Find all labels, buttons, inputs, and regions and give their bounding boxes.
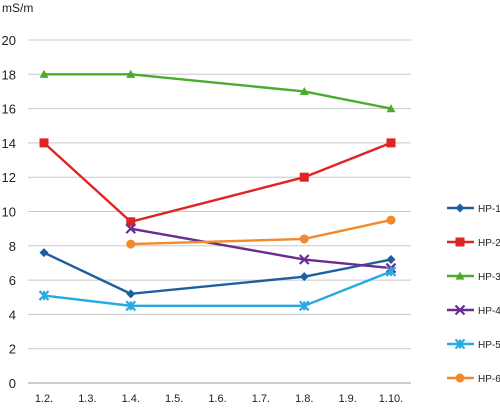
data-point-hp-1: [126, 289, 136, 299]
data-point-hp-6: [299, 234, 309, 244]
series-line-hp-6: [130, 218, 392, 246]
marker-stroke: [125, 223, 137, 234]
legend-marker: [455, 271, 465, 280]
series-group: [38, 69, 397, 312]
data-point-hp-6: [386, 215, 396, 225]
x-axis-ticks: 1.2. 1.3. 1.4. 1.5. 1.6. 1.7. 1.8. 1.9. 1.10.: [35, 393, 403, 405]
data-point-hp-3: [386, 104, 396, 113]
y-axis-unit-label: mS/m: [2, 1, 33, 15]
series-line-hp-1: [43, 251, 392, 296]
x-tick-label: 1.7.: [252, 393, 270, 405]
series-hp-6: [126, 215, 396, 249]
legend-marker: [454, 304, 466, 316]
x-tick-label: 1.6.: [208, 393, 226, 405]
series-line-hp-2: [43, 141, 392, 224]
series-hp-3: [39, 69, 396, 113]
x-tick-label: 1.10.: [379, 393, 403, 405]
legend-marker: [454, 338, 466, 350]
gridlines: [28, 39, 411, 384]
y-tick-label: 2: [9, 342, 16, 357]
legend-marker: [455, 203, 465, 213]
legend-item-hp-6: HP-6: [447, 373, 500, 385]
x-tick-label: 1.8.: [295, 393, 313, 405]
legend-marker: [455, 373, 465, 383]
y-axis-ticks: 0 2 4 6 8 10 12 14 16 18 20: [2, 33, 16, 391]
legend-item-hp-2: HP-2: [447, 237, 500, 249]
marker-stroke: [298, 254, 310, 265]
legend: HP-1 HP-2 HP-3 HP-4 HP-5 HP-6: [447, 203, 500, 385]
legend-item-hp-5: HP-5: [447, 338, 500, 351]
series-hp-2: [39, 138, 396, 227]
data-point-hp-5: [385, 266, 397, 277]
data-point-hp-3: [39, 69, 49, 78]
data-point-hp-6: [126, 239, 136, 249]
legend-item-hp-4: HP-4: [447, 304, 500, 317]
x-tick-label: 1.2.: [35, 393, 53, 405]
legend-label: HP-1: [478, 204, 500, 215]
y-tick-label: 10: [2, 205, 16, 220]
y-tick-label: 12: [2, 170, 16, 185]
data-point-hp-1: [299, 272, 309, 282]
legend-label: HP-4: [478, 306, 500, 317]
legend-item-hp-3: HP-3: [447, 271, 500, 283]
x-tick-label: 1.3.: [78, 393, 96, 405]
x-tick-label: 1.5.: [165, 393, 183, 405]
data-point-hp-2: [39, 138, 49, 148]
data-point-hp-5: [125, 300, 137, 312]
legend-item-hp-1: HP-1: [447, 203, 500, 215]
data-point-hp-2: [299, 172, 309, 182]
y-tick-label: 18: [2, 67, 16, 82]
series-line-hp-3: [44, 73, 392, 110]
legend-label: HP-5: [478, 340, 500, 351]
marker-stroke: [454, 304, 466, 316]
series-line-hp-5: [43, 270, 392, 308]
y-tick-label: 16: [2, 102, 16, 117]
data-point-hp-4: [125, 223, 137, 234]
legend-marker: [455, 237, 465, 247]
data-point-hp-2: [386, 138, 396, 148]
data-point-hp-1: [386, 255, 396, 265]
data-point-hp-4: [298, 254, 310, 265]
x-tick-label: 1.4.: [122, 393, 140, 405]
series-hp-1: [39, 248, 396, 299]
data-point-hp-3: [126, 69, 136, 78]
data-point-hp-5: [38, 290, 50, 301]
x-tick-label: 1.9.: [338, 393, 356, 405]
y-tick-label: 8: [9, 239, 16, 254]
legend-label: HP-3: [478, 272, 500, 283]
series-line-hp-4: [130, 227, 392, 270]
legend-label: HP-2: [478, 238, 500, 249]
legend-label: HP-6: [478, 374, 500, 385]
y-tick-label: 20: [2, 33, 16, 48]
y-tick-label: 4: [9, 307, 16, 322]
y-tick-label: 0: [9, 376, 16, 391]
data-point-hp-5: [298, 300, 310, 312]
series-hp-4: [125, 223, 397, 274]
y-tick-label: 6: [9, 273, 16, 288]
data-point-hp-2: [126, 217, 136, 227]
data-point-hp-3: [299, 86, 309, 96]
y-tick-label: 14: [2, 136, 16, 151]
series-hp-5: [38, 266, 397, 312]
data-point-hp-1: [39, 248, 49, 258]
